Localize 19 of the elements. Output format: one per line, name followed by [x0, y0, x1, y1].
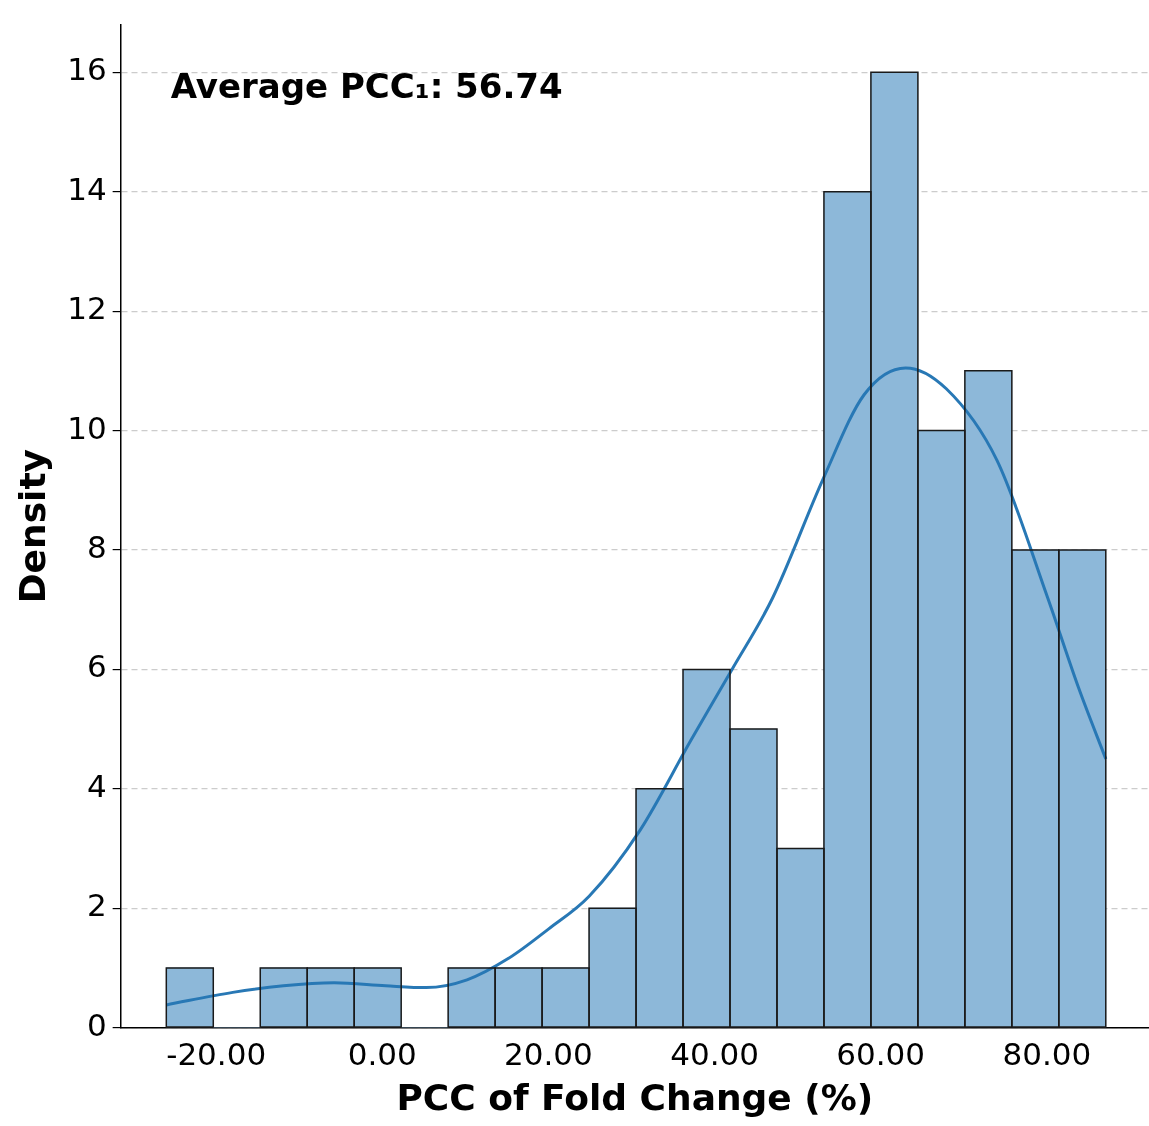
y-tick-label: 16	[67, 51, 107, 88]
x-tick-label: 40.00	[670, 1036, 759, 1073]
y-tick-label: 0	[86, 1006, 107, 1043]
y-tick-label: 14	[67, 170, 107, 207]
line-series	[164, 366, 1108, 1007]
y-tick-label: 12	[67, 290, 107, 327]
y-tick-label: 8	[86, 529, 107, 566]
x-tick-label: 0.00	[347, 1036, 417, 1073]
x-tick-label: 20.00	[504, 1036, 593, 1073]
x-tick-label: 60.00	[836, 1036, 926, 1073]
x-tick-label: -20.00	[166, 1036, 267, 1073]
annotation: Average PCC₁: 56.74	[170, 66, 563, 107]
y-tick-label: 2	[86, 887, 107, 924]
y-tick-label: 4	[86, 767, 107, 804]
x-tick-label: 80.00	[1002, 1036, 1092, 1073]
y-tick-label: 6	[86, 648, 107, 685]
y-tick-label: 10	[67, 409, 107, 446]
x-axis-title: PCC of Fold Change (%)	[396, 1076, 874, 1118]
y-axis-title: Density	[11, 448, 53, 604]
